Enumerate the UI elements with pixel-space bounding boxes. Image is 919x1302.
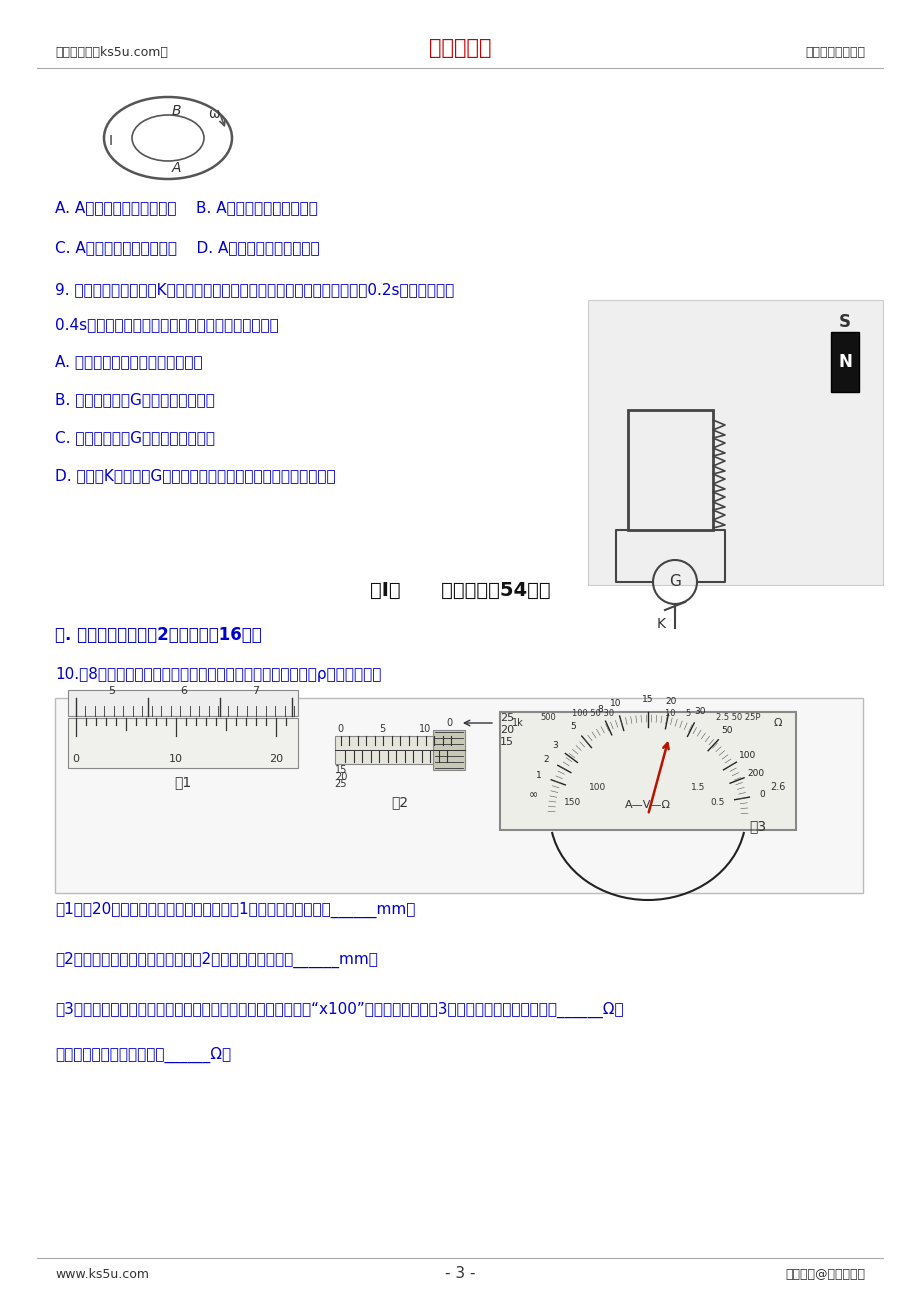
Bar — [433, 730, 464, 769]
Text: 5: 5 — [379, 724, 385, 734]
Text: 15: 15 — [499, 737, 514, 747]
Text: 5: 5 — [108, 686, 116, 697]
Text: （3）该同学先用欧姆表粗测该圆柱体的阻値，选择欧姆档倍率“x100”后测得的阻値如图3表盘所示，测得的阻値约为______Ω。: （3）该同学先用欧姆表粗测该圆柱体的阻値，选择欧姆档倍率“x100”后测得的阻値… — [55, 1003, 623, 1018]
Text: 200: 200 — [747, 768, 764, 777]
Text: 二. 实验题（本大题共2个小题，入16分）: 二. 实验题（本大题共2个小题，入16分） — [55, 626, 262, 644]
Text: 6: 6 — [180, 686, 187, 697]
Text: 25: 25 — [499, 713, 514, 723]
Text: www.ks5u.com: www.ks5u.com — [55, 1268, 149, 1280]
Text: 0: 0 — [336, 724, 343, 734]
Bar — [587, 299, 882, 585]
Text: （1）用20分度的游标卡尺测量其长度如图1，由图可知其长度为______mm；: （1）用20分度的游标卡尺测量其长度如图1，由图可知其长度为______mm； — [55, 902, 414, 918]
Bar — [68, 690, 298, 716]
Text: 2.5 50 25P: 2.5 50 25P — [715, 713, 759, 723]
Text: 1k: 1k — [512, 717, 523, 728]
Text: 25: 25 — [335, 779, 346, 789]
Text: 15: 15 — [641, 694, 653, 703]
Text: B. 第一次电流表G的最大偏转角较大: B. 第一次电流表G的最大偏转角较大 — [55, 392, 215, 408]
Bar — [55, 698, 862, 893]
Text: A. 第一次线圈中的磁通量变化较快: A. 第一次线圈中的磁通量变化较快 — [55, 354, 202, 370]
Text: ω: ω — [208, 107, 220, 121]
Text: 8: 8 — [596, 704, 602, 713]
Text: 150: 150 — [563, 798, 581, 807]
Text: G: G — [668, 574, 680, 590]
Text: 50: 50 — [720, 725, 732, 734]
Text: 0.4s，并且两次条形磁铁的起始和终止位置相同，则: 0.4s，并且两次条形磁铁的起始和终止位置相同，则 — [55, 318, 278, 332]
Text: 高考资源网（ks5u.com）: 高考资源网（ks5u.com） — [55, 46, 167, 59]
Text: N: N — [837, 353, 851, 371]
Text: 0: 0 — [446, 717, 451, 728]
Text: K: K — [656, 617, 664, 631]
Text: 100 50 30: 100 50 30 — [572, 710, 613, 717]
Bar — [499, 712, 795, 829]
Text: 20: 20 — [499, 725, 514, 736]
Text: 20: 20 — [664, 697, 676, 706]
Text: 10: 10 — [169, 754, 183, 764]
Text: 10.（8分）某同学要测量一均匀新材料制成的圆柱体的电阵率ρ，步骤如下：: 10.（8分）某同学要测量一均匀新材料制成的圆柱体的电阵率ρ，步骤如下： — [55, 668, 381, 682]
Text: 10: 10 — [418, 724, 431, 734]
Text: S: S — [838, 312, 850, 331]
Text: 0: 0 — [73, 754, 79, 764]
Text: 10: 10 — [609, 699, 621, 708]
Text: 1: 1 — [536, 771, 541, 780]
Text: 15: 15 — [335, 766, 346, 775]
Text: 2: 2 — [543, 755, 549, 763]
Bar — [830, 332, 858, 392]
Text: A. A可能带正电且转速减小    B. A可能带正电且转速增大: A. A可能带正电且转速减小 B. A可能带正电且转速增大 — [55, 201, 318, 216]
Text: 20: 20 — [268, 754, 283, 764]
Text: 5: 5 — [570, 721, 575, 730]
Text: Ω: Ω — [773, 717, 781, 728]
Text: 表盘所示，测得的阻値约为______Ω。: 表盘所示，测得的阻値约为______Ω。 — [55, 1047, 231, 1064]
Bar — [68, 717, 298, 768]
Text: 图2: 图2 — [391, 796, 408, 809]
Bar — [335, 736, 464, 764]
Text: - 3 -: - 3 - — [444, 1267, 475, 1281]
Text: D. 若断开K，电流表G均不偏转，故两次线圈两端均无感应电动势: D. 若断开K，电流表G均不偏转，故两次线圈两端均无感应电动势 — [55, 469, 335, 483]
Text: 您身边的高考专家: 您身边的高考专家 — [804, 46, 864, 59]
Text: 9. 如图所示，闭合开关K，两次将同一条形磁铁插入闭合线圈，第一次用时0.2s，第二次用时: 9. 如图所示，闭合开关K，两次将同一条形磁铁插入闭合线圈，第一次用时0.2s，… — [55, 283, 454, 297]
Text: 图3: 图3 — [749, 819, 766, 833]
Text: B: B — [171, 104, 180, 118]
Text: 30: 30 — [694, 707, 705, 716]
Text: 2.6: 2.6 — [769, 783, 785, 792]
Text: 版权所有@高考资源网: 版权所有@高考资源网 — [784, 1268, 864, 1280]
Text: C. A可能带负电且转速减小    D. A可能带负电且转速增大: C. A可能带负电且转速减小 D. A可能带负电且转速增大 — [55, 241, 319, 255]
Text: 0.5: 0.5 — [710, 798, 724, 807]
Text: C. 第二次电流表G的最大偏转角较大: C. 第二次电流表G的最大偏转角较大 — [55, 431, 215, 445]
Text: A: A — [171, 161, 180, 174]
Text: 第Ⅰ卷      非选择题（54分）: 第Ⅰ卷 非选择题（54分） — [369, 581, 550, 599]
Text: ∞: ∞ — [528, 790, 538, 799]
Bar — [628, 410, 712, 530]
Text: 500: 500 — [539, 713, 555, 723]
Text: 1.5: 1.5 — [690, 783, 705, 792]
Text: I: I — [108, 134, 113, 148]
Text: 高考资源网: 高考资源网 — [428, 38, 491, 59]
Text: A—V—Ω: A—V—Ω — [624, 799, 670, 810]
Text: 图1: 图1 — [175, 775, 191, 789]
Text: 10    5: 10 5 — [664, 710, 690, 717]
Text: 100: 100 — [738, 751, 755, 760]
Text: 20: 20 — [335, 772, 346, 783]
Text: （2）用螺旋测微器测量其直径如图2，由图可知其直径为______mm；: （2）用螺旋测微器测量其直径如图2，由图可知其直径为______mm； — [55, 952, 378, 969]
Text: 3: 3 — [551, 741, 557, 750]
Text: 100: 100 — [589, 783, 606, 792]
Text: 0: 0 — [758, 790, 765, 799]
Text: 7: 7 — [252, 686, 259, 697]
